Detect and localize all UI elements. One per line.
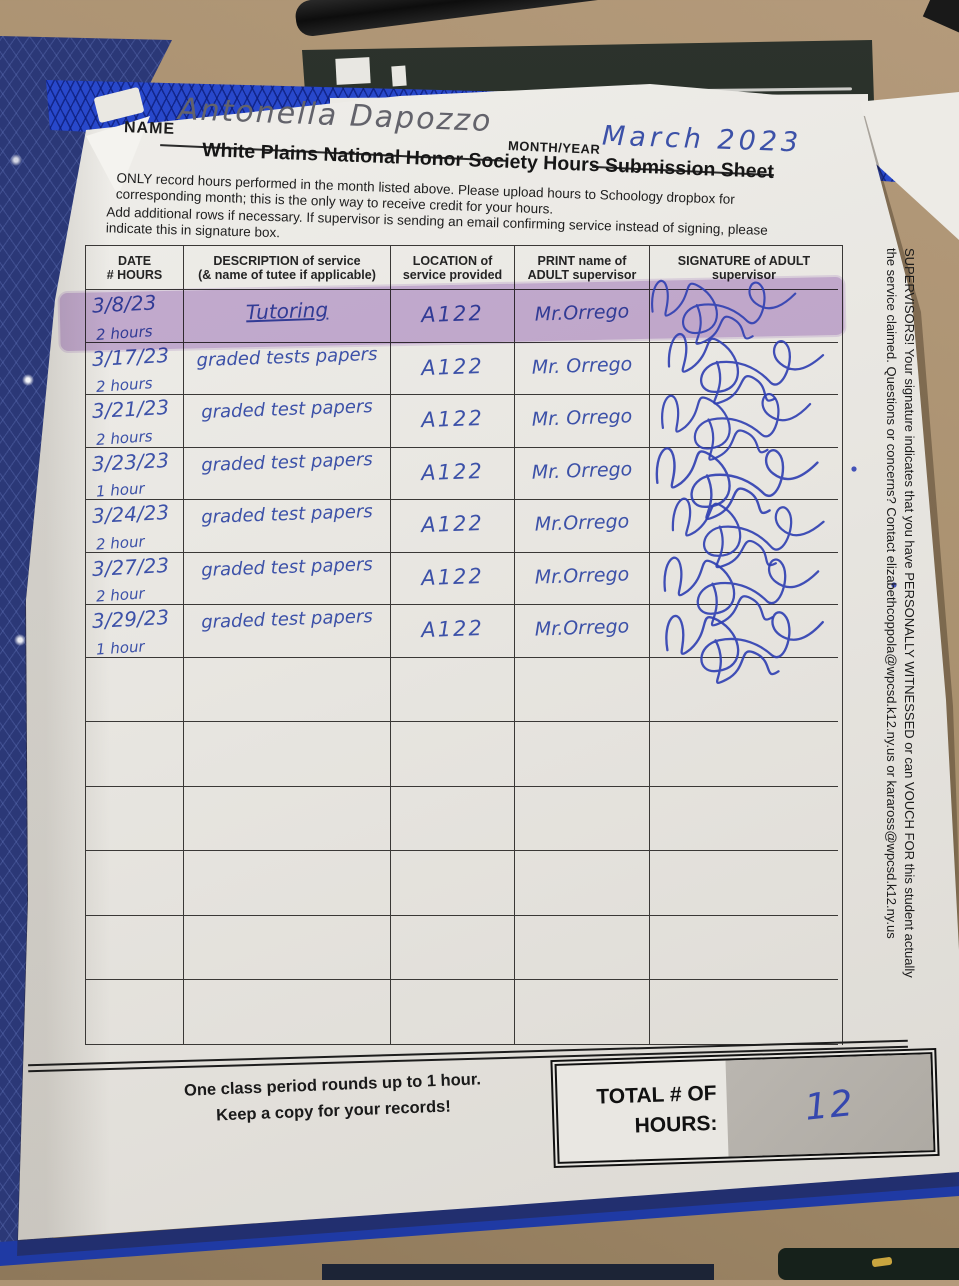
- entry-hours: 2 hours: [95, 426, 154, 449]
- entry-date: 3/24/23: [91, 499, 170, 529]
- signature-cell: [650, 343, 838, 395]
- entry-location: A122: [420, 615, 485, 643]
- entry-description: graded test papers: [200, 448, 374, 476]
- table-row: 3/24/23 2 hour graded test papers A122 Mr…: [86, 500, 842, 553]
- entry-location: A122: [420, 405, 485, 433]
- signature-cell: [650, 290, 838, 343]
- entry-hours: 1 hour: [95, 636, 146, 659]
- empty-table-row: [86, 851, 842, 916]
- total-hours-box: TOTAL # OF HOURS: 12: [554, 1052, 936, 1164]
- empty-table-row: [86, 657, 842, 723]
- entry-hours: 1 hour: [95, 479, 146, 501]
- table-row: 3/27/23 2 hour graded test papers A122 Mr…: [86, 552, 842, 606]
- header-description: DESCRIPTION of service (& name of tutee i…: [184, 246, 391, 290]
- entry-hours: 2 hours: [95, 374, 154, 396]
- desk-object: [922, 0, 959, 33]
- empty-table-row: [86, 722, 842, 787]
- table-row: 3/17/23 2 hours graded tests papers A122 …: [86, 342, 842, 396]
- signature-cell: [650, 553, 838, 605]
- desk-object: [778, 1248, 959, 1280]
- entry-location: A122: [420, 510, 485, 538]
- entry-hours: 2 hour: [95, 531, 146, 554]
- folder-cover-marking: [391, 65, 407, 87]
- entry-description: graded test papers: [200, 553, 374, 581]
- signature-scribbles: [651, 279, 897, 687]
- empty-table-row: [86, 980, 842, 1046]
- header-date-hours: DATE # HOURS: [86, 246, 184, 290]
- hours-table: DATE # HOURS DESCRIPTION of service (& nam…: [85, 245, 843, 1046]
- signature-cell: [650, 395, 838, 448]
- desk-object: [322, 1264, 714, 1280]
- entry-location: A122: [420, 563, 485, 590]
- folder-cover-marking: [335, 57, 371, 85]
- entry-location: A122: [420, 353, 485, 380]
- entry-description: graded test papers: [200, 501, 374, 528]
- empty-table-row: [86, 915, 842, 981]
- gel-pen: GR8 Oil Gel: [293, 0, 664, 38]
- entry-hours: 2 hour: [95, 584, 146, 606]
- pen-body: GR8 Oil Gel: [293, 0, 636, 38]
- entry-description: graded test papers: [200, 396, 374, 423]
- table-row: 3/21/23 2 hours graded test papers A122 M…: [86, 395, 842, 448]
- entry-date: 3/27/23: [91, 552, 170, 581]
- signature-cell: [650, 500, 838, 553]
- name-label: NAME: [123, 119, 176, 138]
- entry-date: 3/29/23: [91, 604, 170, 634]
- table-header-row: DATE # HOURS DESCRIPTION of service (& nam…: [86, 246, 842, 290]
- empty-table-row: [86, 786, 842, 852]
- signature-cell: [650, 448, 838, 500]
- entry-description: graded test papers: [200, 606, 374, 633]
- total-hours-handwritten-value: 12: [802, 1082, 857, 1129]
- total-hours-cell: 12: [725, 1054, 934, 1157]
- table-row: 3/23/23 1 hour graded test papers A122 Mr…: [86, 447, 842, 501]
- entry-date: 3/21/23: [91, 394, 170, 424]
- total-hours-label: TOTAL # OF HOURS:: [596, 1081, 718, 1138]
- entry-date: 3/23/23: [91, 447, 170, 476]
- entry-location: A122: [420, 458, 485, 485]
